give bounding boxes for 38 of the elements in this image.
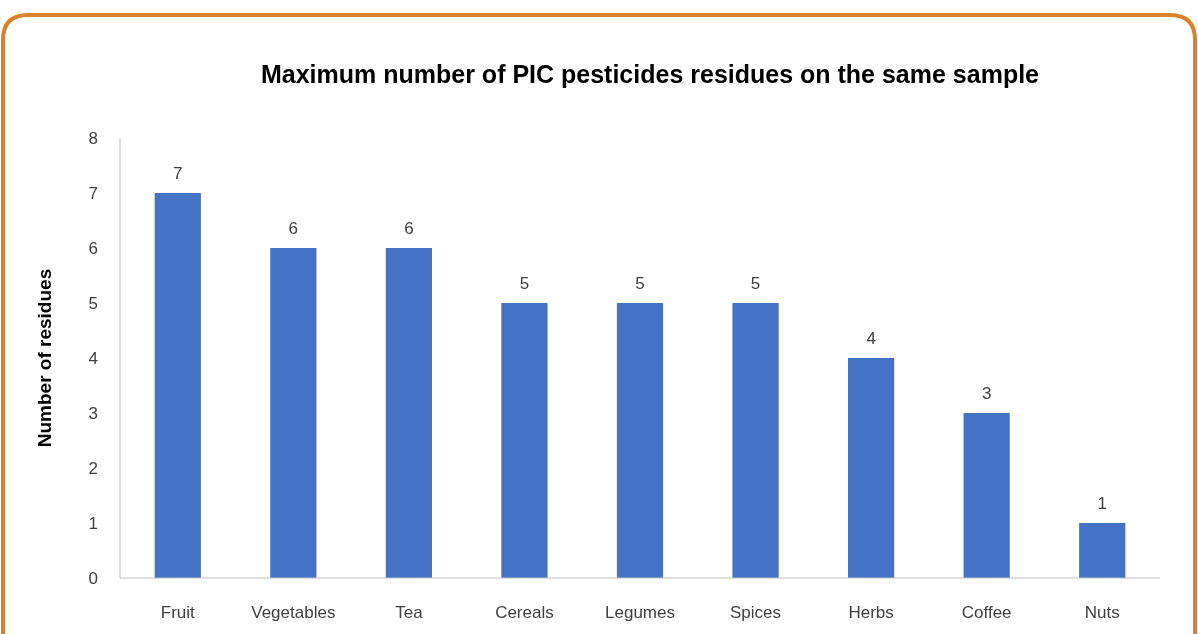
y-tick-label: 8: [88, 128, 98, 148]
y-tick-label: 0: [88, 568, 98, 588]
data-label: 1: [1097, 494, 1107, 513]
x-tick-label: Herbs: [848, 603, 894, 622]
chart-title: Maximum number of PIC pesticides residues on the same sample: [260, 60, 1040, 88]
x-tick-label: Nuts: [1084, 603, 1120, 622]
data-label: 6: [404, 219, 414, 238]
bar: [848, 358, 895, 578]
x-tick-label: Legumes: [605, 603, 675, 622]
bar: [501, 303, 548, 578]
bar: [963, 413, 1010, 578]
bar: [616, 303, 664, 578]
y-tick-label: 1: [88, 513, 98, 533]
data-label: 4: [866, 329, 876, 348]
y-tick-label: 2: [88, 458, 98, 478]
y-tick-label: 4: [88, 348, 98, 368]
data-label: 6: [288, 219, 299, 238]
y-tick-label: 3: [88, 403, 98, 423]
bar: [154, 193, 201, 578]
x-tick-label: Fruit: [160, 603, 196, 622]
data-label: 7: [173, 164, 183, 183]
x-tick-label: Cereals: [495, 603, 554, 622]
bar: [1079, 523, 1126, 578]
y-tick-label: 6: [88, 238, 98, 258]
y-tick-label: 7: [88, 183, 98, 203]
y-axis-title: Number of residues: [34, 268, 55, 448]
bar: [385, 248, 432, 578]
x-tick-label: Spices: [730, 603, 782, 622]
y-tick-label: 5: [88, 293, 98, 313]
data-label: 5: [519, 274, 530, 293]
data-label: 5: [750, 274, 761, 293]
x-tick-label: Coffee: [961, 603, 1012, 622]
bar: [270, 248, 317, 578]
bar: [732, 303, 779, 578]
x-tick-label: Vegetables: [251, 603, 336, 622]
data-label: 5: [635, 274, 645, 293]
x-tick-label: Tea: [395, 603, 424, 622]
data-label: 3: [981, 384, 992, 403]
